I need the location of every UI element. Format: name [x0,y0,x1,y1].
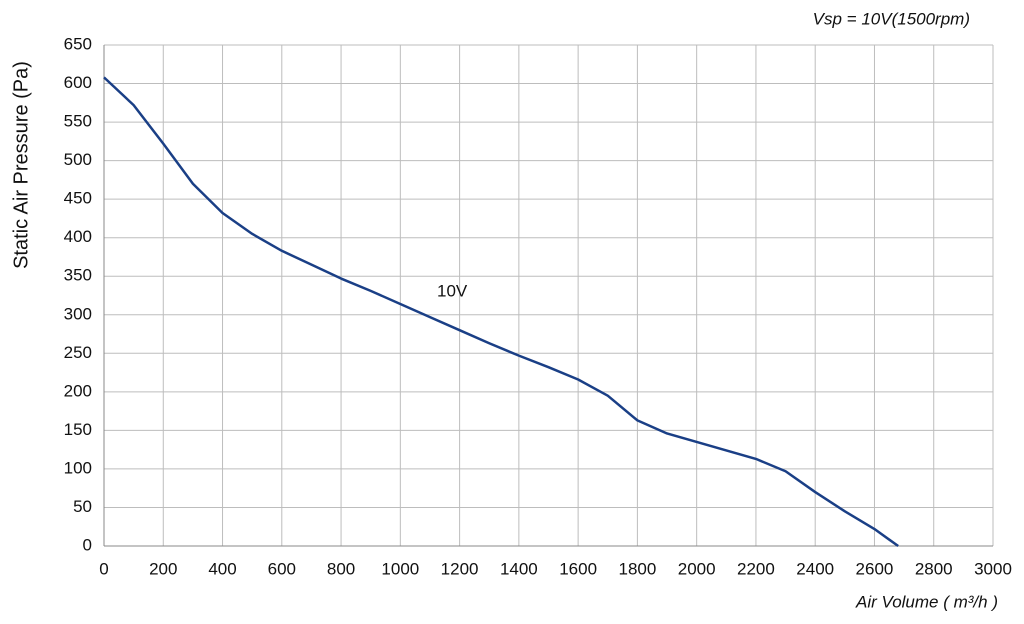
x-tick-label: 2600 [856,559,894,578]
x-tick-label: 2000 [678,559,716,578]
y-tick-label: 350 [64,266,92,285]
y-tick-label: 250 [64,343,92,362]
y-tick-label: 450 [64,189,92,208]
x-tick-label: 0 [99,559,108,578]
x-tick-label: 600 [268,559,296,578]
y-tick-label: 500 [64,150,92,169]
x-tick-label: 2400 [796,559,834,578]
x-tick-label: 2200 [737,559,775,578]
y-tick-label: 400 [64,227,92,246]
line-series [103,76,899,548]
y-axis-label: Static Air Pressure (Pa) [10,61,32,269]
y-tick-label: 550 [64,112,92,131]
x-tick-label: 400 [208,559,236,578]
x-tick-label: 2800 [915,559,953,578]
y-tick-label: 600 [64,73,92,92]
x-tick-label: 1000 [381,559,419,578]
y-tick-label: 300 [64,304,92,323]
x-tick-label: 200 [149,559,177,578]
x-tick-label: 1600 [559,559,597,578]
y-tick-label: 200 [64,381,92,400]
y-tick-label: 0 [83,535,92,554]
x-tick-label: 3000 [974,559,1012,578]
y-tick-label: 150 [64,420,92,439]
x-tick-label: 800 [327,559,355,578]
x-tick-label: 1400 [500,559,538,578]
x-tick-label: 1800 [618,559,656,578]
x-axis-label: Air Volume ( m³/h ) [855,592,998,611]
series-label: 10V [437,281,468,300]
chart-title: Vsp = 10V(1500rpm) [813,9,970,28]
y-tick-label: 100 [64,458,92,477]
y-tick-label: 50 [73,497,92,516]
x-tick-label: 1200 [441,559,479,578]
y-tick-label: 650 [64,34,92,53]
